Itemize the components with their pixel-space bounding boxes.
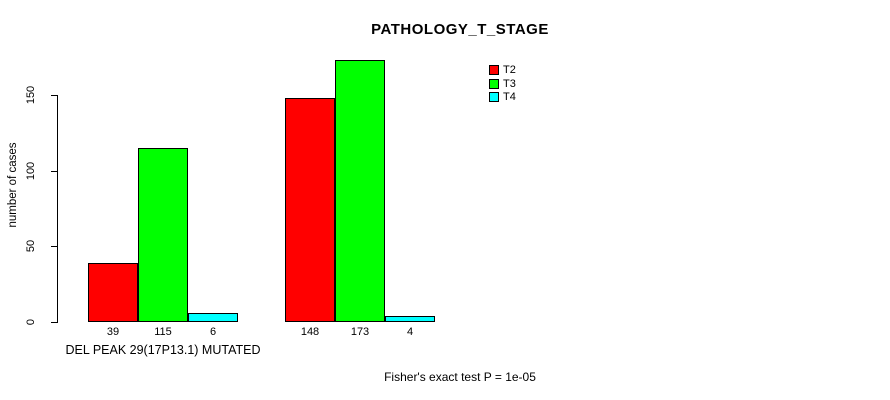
bar-t3-group2	[335, 60, 385, 322]
y-axis-label: number of cases	[7, 142, 19, 228]
bar-t3-group1	[138, 148, 188, 322]
bar-t2-group2	[285, 98, 335, 322]
legend-label: T2	[503, 64, 516, 76]
legend-label: T4	[503, 91, 516, 103]
legend-item-t4: T4	[489, 91, 516, 103]
y-tick-mark	[51, 95, 57, 96]
y-tick-label: 100	[25, 161, 37, 181]
bar-t4-group1	[188, 313, 238, 322]
bar-t2-group1	[88, 263, 138, 322]
bar-value-label: 6	[209, 326, 217, 338]
legend: T2 T3 T4	[489, 65, 516, 106]
y-tick-label: 150	[25, 85, 37, 105]
bar-t4-group2	[385, 316, 435, 322]
y-axis-line	[57, 95, 58, 323]
bar-value-label: 115	[154, 326, 172, 338]
legend-item-t2: T2	[489, 64, 516, 76]
bar-value-label: 173	[350, 326, 370, 338]
y-tick-mark	[51, 322, 57, 323]
legend-swatch-t4	[489, 92, 499, 102]
legend-label: T3	[503, 77, 516, 90]
legend-item-t3: T3	[489, 77, 516, 90]
y-tick-label: 0	[25, 318, 37, 326]
y-tick-label: 50	[25, 239, 37, 253]
bar-value-label: 148	[300, 326, 320, 338]
x-category-label: DEL PEAK 29(17P13.1) MUTATED	[65, 343, 261, 357]
bar-value-label: 4	[406, 326, 414, 338]
bar-value-label: 39	[106, 326, 120, 338]
y-tick-mark	[51, 171, 57, 172]
legend-swatch-t2	[489, 65, 499, 75]
chart-title: PATHOLOGY_T_STAGE	[371, 21, 549, 38]
y-tick-mark	[51, 246, 57, 247]
fisher-test-annotation: Fisher's exact test P = 1e-05	[384, 370, 536, 384]
legend-swatch-t3	[489, 78, 499, 89]
